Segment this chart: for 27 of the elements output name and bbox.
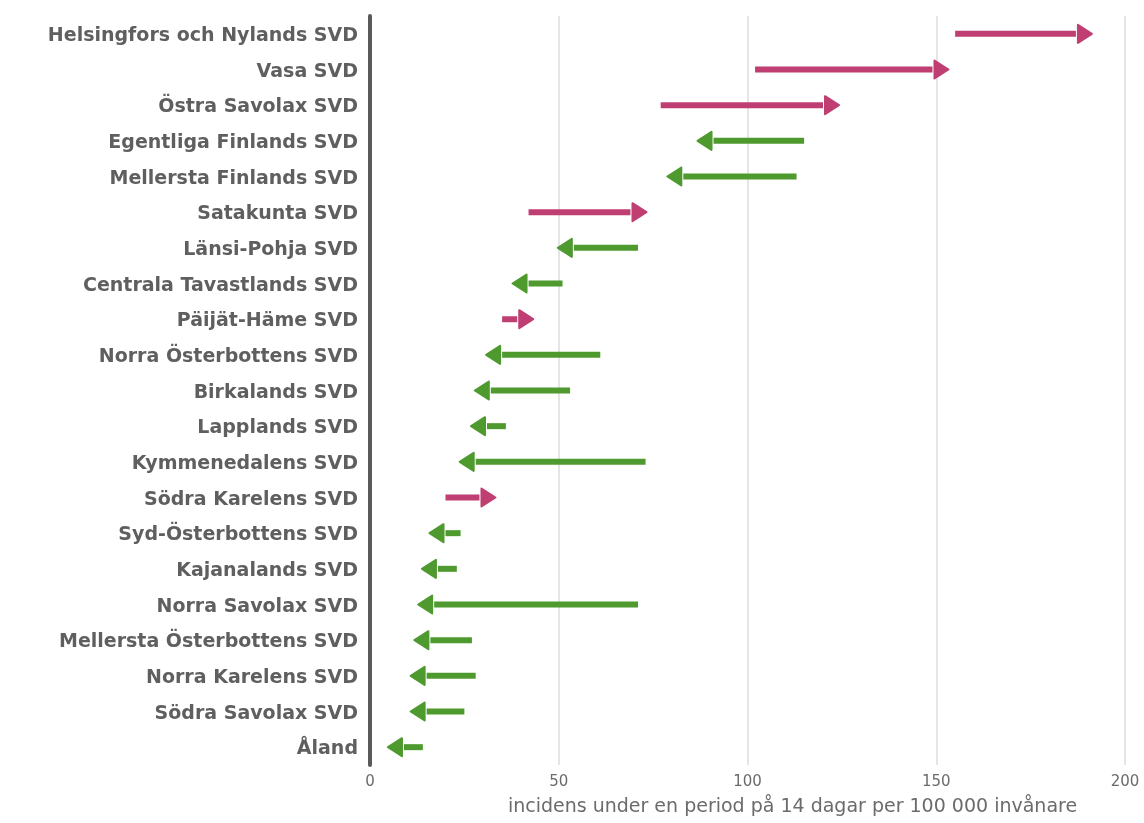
x-tick-label: 200: [1110, 771, 1140, 790]
y-tick-label: Norra Savolax SVD: [156, 593, 358, 616]
y-tick-label: Satakunta SVD: [197, 201, 358, 224]
y-tick-label: Östra Savolax SVD: [158, 93, 358, 117]
y-tick-label: Kymmenedalens SVD: [131, 450, 358, 473]
y-tick-label: Egentliga Finlands SVD: [108, 129, 358, 152]
y-tick-label: Vasa SVD: [256, 58, 358, 81]
y-tick-label: Centrala Tavastlands SVD: [82, 272, 358, 295]
x-tick-label: 150: [921, 771, 951, 790]
y-tick-label: Kajanalands SVD: [176, 557, 358, 580]
y-tick-label: Södra Savolax SVD: [154, 700, 358, 723]
y-tick-label: Helsingfors och Nylands SVD: [47, 22, 358, 45]
y-tick-label: Södra Karelens SVD: [144, 486, 358, 509]
y-tick-label: Syd-Österbottens SVD: [118, 521, 358, 545]
y-tick-label: Birkalands SVD: [193, 379, 358, 402]
y-tick-label: Norra Österbottens SVD: [98, 342, 358, 366]
x-axis-title: incidens under en period på 14 dagar per 100 000 invånare: [507, 793, 1078, 816]
y-tick-label: Åland: [296, 735, 358, 759]
y-tick-label: Norra Karelens SVD: [146, 664, 358, 687]
y-tick-label: Mellersta Österbottens SVD: [58, 628, 358, 652]
y-tick-label: Päijät-Häme SVD: [176, 308, 358, 331]
x-tick-label: 100: [733, 771, 762, 790]
x-tick-label: 0: [365, 771, 375, 790]
y-tick-label: Lapplands SVD: [197, 415, 358, 438]
x-tick-label: 50: [549, 771, 569, 790]
y-tick-label: Mellersta Finlands SVD: [109, 165, 358, 188]
y-tick-label: Länsi-Pohja SVD: [183, 236, 358, 259]
